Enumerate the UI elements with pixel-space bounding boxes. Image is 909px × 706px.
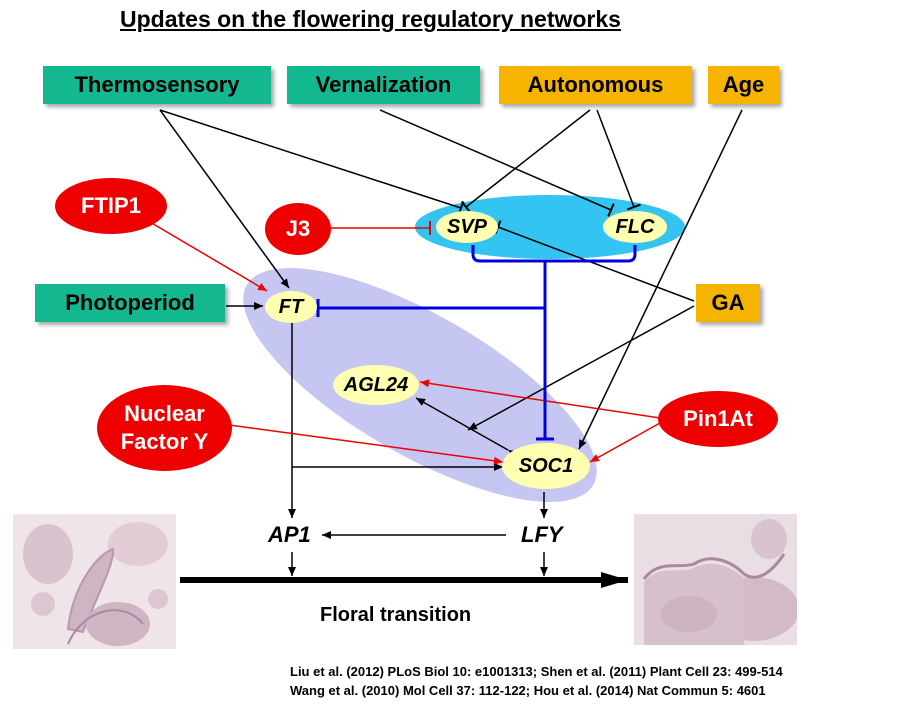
reference-line-2: Wang et al. (2010) Mol Cell 37: 112-122;… — [290, 683, 766, 698]
pathway-ga: GA — [696, 284, 760, 322]
pathway-photoperiod: Photoperiod — [35, 284, 225, 322]
reference-line-1: Liu et al. (2012) PLoS Biol 10: e1001313… — [290, 664, 783, 679]
gene-svp: SVP — [436, 211, 498, 243]
edge-nfy-soc1 — [221, 423, 504, 465]
edge-thermo-ft — [159, 109, 290, 289]
edge-thermo-svp — [159, 109, 465, 215]
regulator-j3: J3 — [265, 203, 331, 255]
edge-ftip1-ft — [149, 221, 268, 292]
svp-flc-complex-link — [471, 245, 637, 263]
edge-vern-flc — [379, 109, 615, 217]
vegetative-meristem-micrograph — [13, 514, 176, 649]
pathway-autonomous: Autonomous — [499, 66, 692, 104]
regulator-nuclear-factor-y: Nuclear Factor Y — [97, 385, 232, 471]
regulator-ftip1: FTIP1 — [55, 178, 167, 234]
edge-soc1-agl24 — [415, 397, 518, 458]
gene-soc1: SOC1 — [502, 443, 590, 489]
svp-flc-cloud — [415, 195, 685, 259]
gene-agl24: AGL24 — [333, 365, 419, 405]
gene-flc: FLC — [603, 211, 667, 243]
nfy-line2: Factor Y — [120, 429, 209, 454]
gene-ap1: AP1 — [268, 522, 311, 547]
nfy-line1: Nuclear — [124, 401, 205, 426]
slide-title: Updates on the flowering regulatory netw… — [120, 6, 621, 32]
gene-lfy: LFY — [521, 522, 563, 547]
edge-pin1at-soc1 — [589, 422, 661, 463]
regulator-pin1at: Pin1At — [658, 391, 778, 447]
edge-age-soc1 — [578, 109, 743, 450]
pathway-vernalization: Vernalization — [287, 66, 480, 104]
gene-ft: FT — [265, 291, 317, 323]
edge-ga-svp — [494, 220, 695, 302]
pathway-age: Age — [708, 66, 779, 104]
floral-transition-label: Floral transition — [320, 604, 472, 626]
pathway-thermosensory: Thermosensory — [43, 66, 271, 104]
edge-pin1at-agl24 — [419, 379, 661, 419]
edge-auto-svp — [460, 109, 591, 214]
edge-auto-flc — [596, 109, 641, 211]
floral-meristem-micrograph — [634, 514, 797, 645]
ft-soc1-cloud — [243, 268, 597, 502]
